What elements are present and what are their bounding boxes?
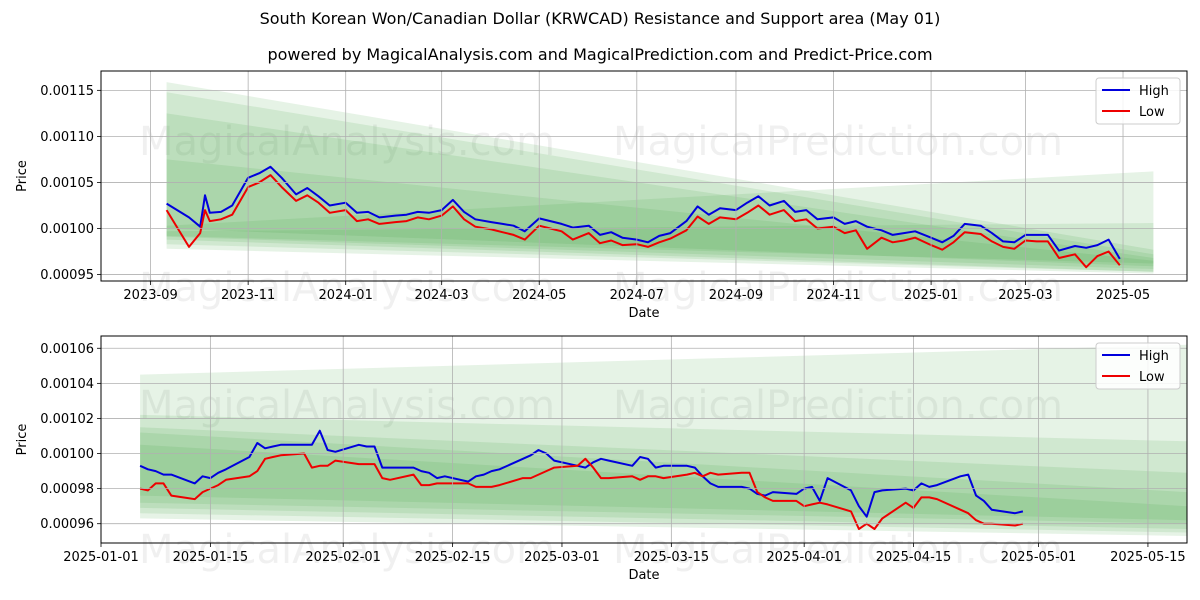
y-tick-label: 0.00095 <box>40 268 94 283</box>
y-tick-label: 0.00115 <box>40 84 94 99</box>
x-axis-label: Date <box>628 568 659 583</box>
y-tick-label: 0.00106 <box>40 342 94 357</box>
chart-panel-1: MagicalAnalysis.com MagicalPrediction.com… <box>15 70 1188 321</box>
support-resistance-band-2 <box>166 92 1154 272</box>
x-tick-label: 2023-09 <box>123 288 177 303</box>
watermark-analysis: MagicalAnalysis.com <box>139 119 555 165</box>
x-tick-label: 2023-11 <box>221 288 275 303</box>
watermark-prediction: MagicalPrediction.com <box>613 383 1063 429</box>
x-tick-label: 2025-02-01 <box>305 550 381 565</box>
x-tick-label: 2024-07 <box>610 288 664 303</box>
plot-contents <box>139 344 1187 536</box>
support-resistance-band-2 <box>140 414 1187 533</box>
x-tick-label: 2024-03 <box>415 288 469 303</box>
support-resistance-band-5 <box>166 171 1154 272</box>
legend: High Low <box>1095 342 1181 390</box>
y-axis-label: Price <box>15 160 30 192</box>
plot-area <box>101 336 1187 543</box>
legend-label-low: Low <box>1139 370 1165 385</box>
y-tick-label: 0.00100 <box>40 222 94 237</box>
y-tick-label: 0.00096 <box>40 517 94 532</box>
x-tick-label: 2024-11 <box>806 288 860 303</box>
x-tick-label: 2025-01-15 <box>173 550 249 565</box>
chart-panel-2: MagicalAnalysis.com MagicalPrediction.com… <box>15 335 1188 583</box>
watermark-prediction: MagicalPrediction.com <box>613 527 1063 573</box>
support-resistance-band-1 <box>140 344 1187 536</box>
series-line-high <box>166 165 1121 260</box>
series-line-low <box>165 174 1121 269</box>
y-tick-label: 0.00100 <box>40 447 94 462</box>
x-tick-label: 2025-01-01 <box>63 550 139 565</box>
watermark-analysis: MagicalAnalysis.com <box>139 527 555 573</box>
plot-frame <box>100 335 1188 544</box>
x-tick-label: 2025-01 <box>904 288 958 303</box>
plot-contents <box>165 82 1154 274</box>
watermark-prediction: MagicalPrediction.com <box>613 265 1063 311</box>
x-tick-label: 2025-04-15 <box>876 550 952 565</box>
x-tick-label: 2025-03-15 <box>634 550 710 565</box>
y-tick-label: 0.00105 <box>40 176 94 191</box>
support-resistance-band-1 <box>166 82 1154 274</box>
series-line-low <box>139 452 1024 530</box>
chart-subtitle: powered by MagicalAnalysis.com and Magic… <box>267 45 933 64</box>
legend: High Low <box>1095 77 1181 125</box>
x-tick-label: 2025-02-15 <box>415 550 491 565</box>
x-tick-label: 2025-05 <box>1096 288 1150 303</box>
x-tick-label: 2025-05-01 <box>1001 550 1077 565</box>
chart-title: South Korean Won/Canadian Dollar (KRWCAD… <box>259 9 941 28</box>
legend-label-high: High <box>1139 349 1169 364</box>
x-tick-label: 2024-05 <box>512 288 566 303</box>
support-resistance-band-3 <box>166 113 1154 270</box>
plot-frame <box>100 70 1188 282</box>
watermark-analysis: MagicalAnalysis.com <box>139 265 555 311</box>
support-resistance-band-5 <box>140 444 1187 521</box>
series-line-high <box>139 429 1024 518</box>
watermark-analysis: MagicalAnalysis.com <box>139 383 555 429</box>
legend-label-high: High <box>1139 84 1169 99</box>
y-tick-label: 0.00098 <box>40 482 94 497</box>
y-tick-label: 0.00102 <box>40 412 94 427</box>
x-tick-label: 2024-09 <box>709 288 763 303</box>
x-tick-label: 2025-03 <box>998 288 1052 303</box>
y-tick-label: 0.00110 <box>40 130 94 145</box>
y-tick-label: 0.00104 <box>40 377 94 392</box>
x-axis-label: Date <box>628 306 659 321</box>
legend-label-low: Low <box>1139 105 1165 120</box>
watermark-prediction: MagicalPrediction.com <box>613 119 1063 165</box>
y-axis-label: Price <box>15 424 30 456</box>
x-tick-label: 2024-01 <box>319 288 373 303</box>
x-tick-label: 2025-03-01 <box>524 550 600 565</box>
x-tick-label: 2025-05-15 <box>1110 550 1186 565</box>
x-tick-label: 2025-04-01 <box>766 550 842 565</box>
